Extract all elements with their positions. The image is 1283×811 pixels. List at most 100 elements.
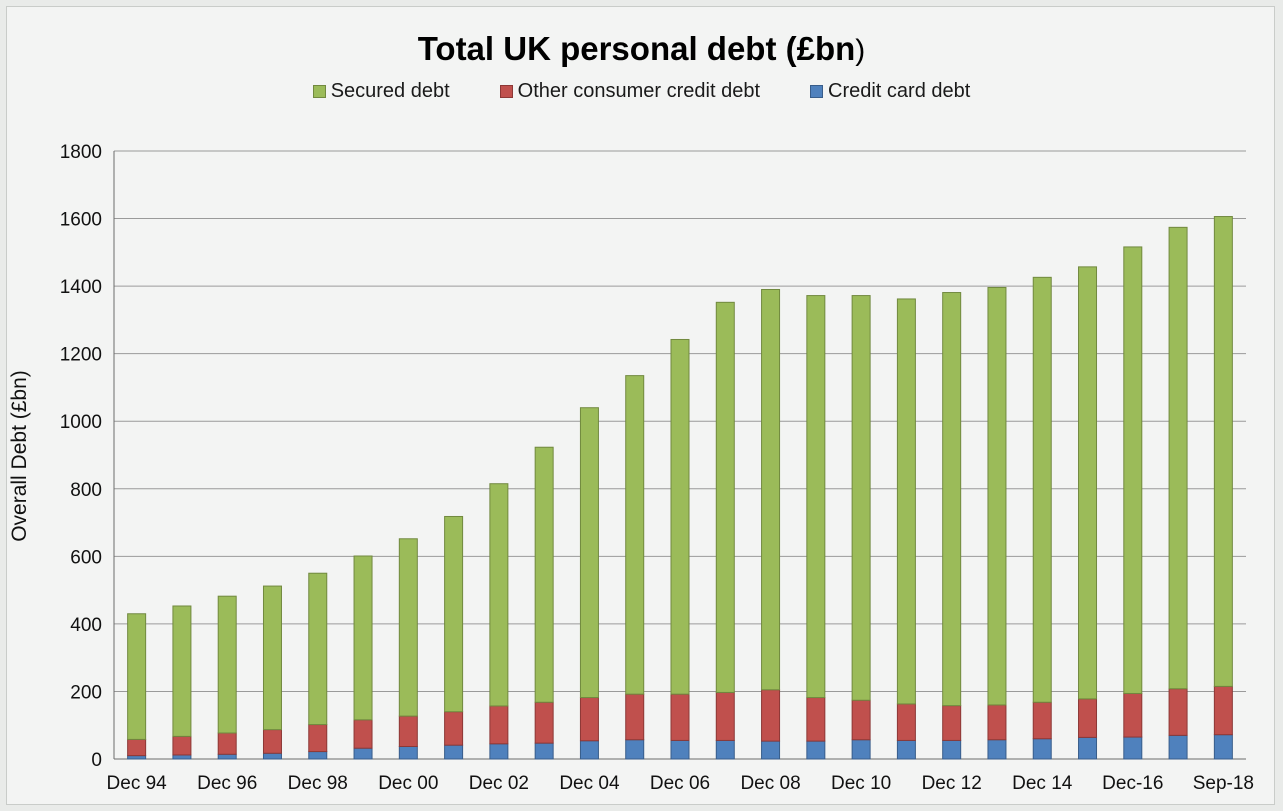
bar-segment (670, 739, 690, 760)
bar-segment (217, 732, 237, 755)
chart-title-text: Total UK personal debt (£bn (417, 30, 856, 67)
y-tick-label: 1600 (60, 210, 102, 231)
bar-segment (896, 739, 916, 760)
bar-segment (579, 697, 599, 742)
bar-segment (715, 691, 735, 741)
bar-segment (625, 693, 645, 741)
bar-segment (806, 697, 826, 742)
x-tick-label: Dec 04 (559, 773, 620, 794)
legend-swatch-other-consumer (499, 85, 513, 98)
bar-segment (489, 483, 509, 707)
bar-segment (1032, 738, 1052, 760)
bar-segment (398, 538, 418, 717)
bar-segment (625, 375, 645, 695)
chart-title: Total UK personal debt (£bn) (0, 30, 1283, 68)
legend-label-secured: Secured debt (330, 80, 450, 102)
bar-segment (1168, 226, 1188, 690)
bar-segment (1032, 276, 1052, 703)
bar-segment (942, 705, 962, 741)
x-tick-label: Dec 14 (1012, 773, 1073, 794)
bar-segment (1123, 692, 1143, 738)
y-tick-label: 1800 (60, 142, 102, 163)
legend-item-credit-card: Credit card debt (810, 80, 970, 103)
bar-segment (1213, 685, 1233, 736)
bar-segment (761, 740, 781, 760)
bar-segment (353, 747, 373, 760)
x-tick-label: Dec 08 (740, 773, 800, 794)
bar-segment (308, 724, 328, 753)
bar-segment (534, 742, 554, 760)
x-tick-label: Dec-16 (1102, 773, 1163, 794)
bar-segment (127, 738, 147, 757)
bar-segment (444, 711, 464, 746)
bar-segment (127, 613, 147, 740)
bar-segment (172, 754, 192, 760)
x-tick-label: Dec 06 (650, 773, 710, 794)
bar-segment (1168, 734, 1188, 760)
bar-segment (670, 693, 690, 741)
y-tick-label: 1400 (60, 277, 102, 298)
bar-segment (489, 743, 509, 760)
bar-segment (172, 735, 192, 756)
bar-segment (353, 719, 373, 749)
bar-segment (262, 752, 282, 760)
bar-segment (262, 729, 282, 754)
x-tick-label: Dec 10 (831, 773, 891, 794)
bar-segment (172, 605, 192, 737)
bar-segment (715, 739, 735, 760)
legend-swatch-secured (312, 85, 326, 98)
bar-segment (1123, 246, 1143, 694)
bar-segment (1123, 736, 1143, 760)
bar-segment (851, 739, 871, 760)
bar-segment (1168, 688, 1188, 736)
bar-segment (761, 288, 781, 691)
bar-segment (398, 746, 418, 760)
bar-segment (217, 753, 237, 760)
bar-segment (353, 555, 373, 721)
bar-segment (715, 301, 735, 693)
bar-segment (851, 699, 871, 741)
bar-segment (1213, 734, 1233, 760)
bar-segment (896, 298, 916, 705)
bar-segment (262, 585, 282, 731)
bar-segment (1078, 266, 1098, 700)
bar-segment (761, 689, 781, 742)
bar-segment (127, 755, 147, 760)
x-tick-label: Dec 98 (288, 773, 348, 794)
bar-segment (1213, 216, 1233, 687)
bar-segment (987, 739, 1007, 760)
bar-segment (806, 740, 826, 760)
bar-segment (489, 705, 509, 745)
y-tick-label: 0 (91, 750, 102, 771)
bar-segment (534, 446, 554, 703)
bar-segment (670, 338, 690, 695)
bar-segment (625, 739, 645, 760)
bar-segment (398, 715, 418, 747)
bar-segment (444, 744, 464, 760)
bar-segment (851, 295, 871, 701)
bar-segment (1078, 736, 1098, 760)
bar-segment (806, 295, 826, 699)
x-tick-label: Dec 02 (469, 773, 529, 794)
bar-segment (987, 286, 1007, 706)
legend-label-credit-card: Credit card debt (828, 80, 971, 102)
legend-label-other-consumer: Other consumer credit debt (517, 80, 761, 102)
y-tick-label: 1000 (60, 412, 102, 433)
bar-segment (1032, 701, 1052, 740)
x-tick-label: Dec 00 (378, 773, 438, 794)
bar-segment (1078, 698, 1098, 738)
bar-segment (579, 407, 599, 699)
y-tick-label: 200 (70, 682, 102, 703)
chart-legend: Secured debt Other consumer credit debt … (0, 80, 1283, 103)
bar-segment (217, 595, 237, 734)
y-tick-label: 800 (70, 480, 102, 501)
bar-segment (942, 739, 962, 760)
bar-segment (987, 704, 1007, 741)
bar-segment (534, 701, 554, 744)
chart-title-suffix: ) (855, 34, 866, 67)
y-tick-label: 1200 (60, 345, 102, 366)
bar-segment (942, 292, 962, 707)
legend-item-secured: Secured debt (312, 80, 450, 103)
bar-segment (896, 703, 916, 741)
